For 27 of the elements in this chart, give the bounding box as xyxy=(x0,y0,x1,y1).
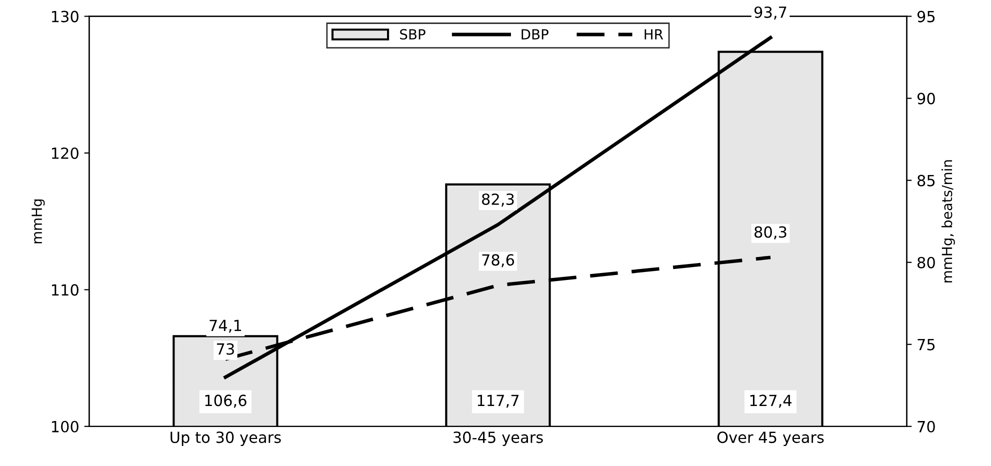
legend-label: SBP xyxy=(400,29,426,40)
data-label: 106,6 xyxy=(205,394,246,408)
data-label: 117,7 xyxy=(478,394,519,408)
y-tick-label: 130 xyxy=(52,10,78,22)
y2-axis-title: mmHg, beats/min xyxy=(941,160,955,282)
legend-label: HR xyxy=(644,29,664,40)
y2-tick-label: 75 xyxy=(918,339,935,350)
y2-tick-label: 85 xyxy=(918,174,935,186)
legend-label: DBP xyxy=(522,29,548,40)
data-label: 93,7 xyxy=(754,6,786,20)
x-tick-label: Up to 30 years xyxy=(170,432,281,446)
y-tick-label: 100 xyxy=(52,420,78,432)
data-label: 78,6 xyxy=(482,254,514,268)
y2-tick-label: 70 xyxy=(918,420,935,432)
x-tick-label: Over 45 years xyxy=(717,432,824,446)
data-label: 74,1 xyxy=(210,320,242,333)
x-tick-label: 30-45 years xyxy=(453,432,543,446)
data-label: 80,3 xyxy=(754,226,786,240)
y2-tick-label: 95 xyxy=(917,10,935,22)
y2-tick-label: 80 xyxy=(918,256,935,268)
y2-tick-label: 90 xyxy=(917,92,935,104)
y-tick-label: 110 xyxy=(52,284,78,296)
data-label: 127,4 xyxy=(750,394,792,408)
data-label: 73 xyxy=(216,343,234,355)
data-label: 82,3 xyxy=(482,193,514,207)
y-tick-label: 120 xyxy=(52,147,78,160)
y-axis-title: mmHg xyxy=(32,199,45,244)
